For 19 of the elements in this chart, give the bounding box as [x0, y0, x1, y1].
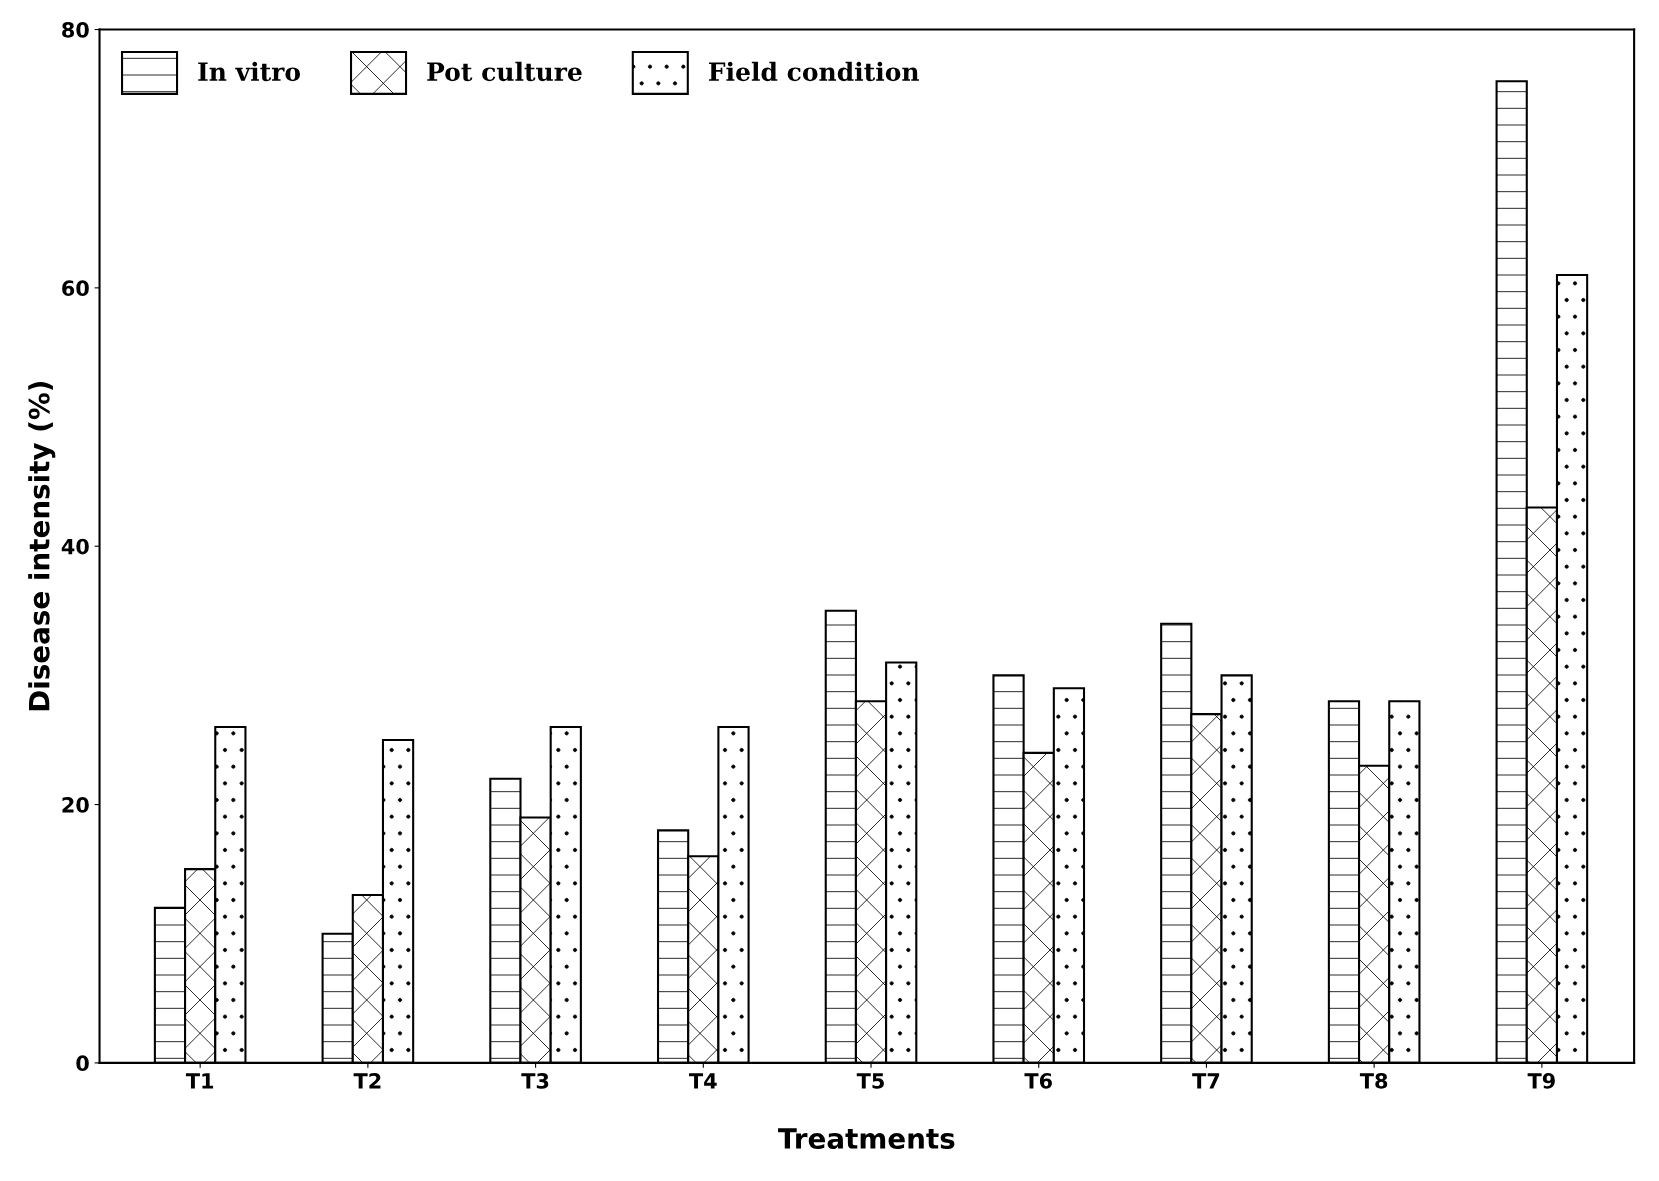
y-tick-label: 20 [62, 797, 89, 813]
y-tick-label: 40 [61, 538, 89, 555]
legend-label: In vitro [198, 61, 301, 82]
x-tick-label: T6 [1024, 1073, 1052, 1089]
x-tick-label: T4 [689, 1073, 717, 1089]
y-tick-label: 0 [76, 1055, 89, 1072]
x-tick-label: T7 [1192, 1073, 1220, 1089]
x-tick-label: T9 [1527, 1073, 1555, 1089]
y-tick-label: 60 [62, 280, 89, 297]
x-tick-label: T3 [521, 1072, 549, 1089]
x-tick-label: T1 [185, 1073, 214, 1089]
legend-label: Field condition [708, 61, 919, 82]
legend-label: Pot culture [427, 61, 582, 82]
x-axis-title: Treatments [778, 1128, 955, 1150]
y-tick-label: 80 [62, 21, 89, 38]
y-axis-title: Disease intensity (%) [28, 381, 56, 711]
x-tick-label: T2 [353, 1072, 381, 1089]
x-tick-label: T8 [1359, 1072, 1388, 1089]
x-tick-label: T5 [856, 1073, 884, 1089]
